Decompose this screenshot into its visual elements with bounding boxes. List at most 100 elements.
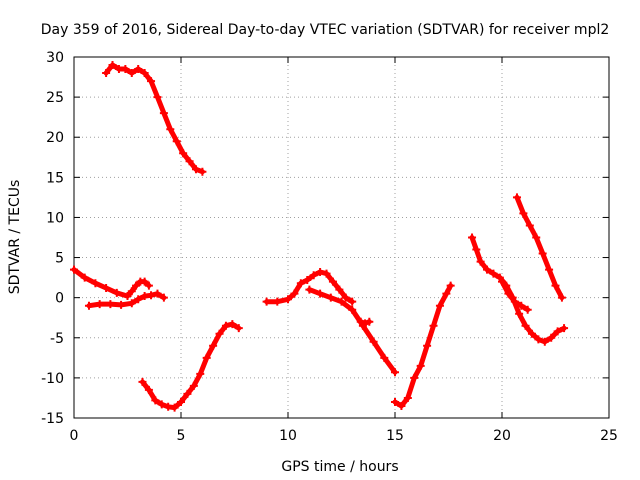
data-point xyxy=(495,273,504,282)
data-marks xyxy=(70,61,569,412)
data-point xyxy=(221,321,230,330)
data-point xyxy=(446,281,455,290)
data-point xyxy=(504,289,513,298)
data-point xyxy=(132,281,141,290)
data-point xyxy=(185,157,194,166)
data-point xyxy=(553,327,562,336)
data-point xyxy=(166,125,175,134)
x-tick-label: 25 xyxy=(600,428,618,444)
grid xyxy=(74,57,609,418)
data-point xyxy=(515,309,524,318)
data-point xyxy=(403,393,412,402)
data-point xyxy=(153,289,162,298)
data-point xyxy=(545,265,554,274)
data-point xyxy=(423,341,432,350)
data-point xyxy=(316,289,325,298)
x-tick-label: 0 xyxy=(70,428,79,444)
plot-frame xyxy=(73,56,610,419)
data-point xyxy=(121,65,130,74)
data-point xyxy=(102,284,111,293)
x-tick-label: 20 xyxy=(493,428,511,444)
ticks: 0 5 10 15 20 25 -15 -10 -5 0 5 10 15 20 25 30 xyxy=(41,50,618,444)
y-tick-label: 30 xyxy=(46,50,64,66)
data-point xyxy=(348,305,357,314)
series-arc-8 xyxy=(392,283,454,409)
data-point xyxy=(157,400,166,409)
data-point xyxy=(468,233,477,242)
y-axis-label: SDTVAR / TECUs xyxy=(7,180,23,295)
data-point xyxy=(179,149,188,158)
data-point xyxy=(189,381,198,390)
x-tick-label: 15 xyxy=(386,428,404,444)
data-point xyxy=(328,277,337,286)
data-point xyxy=(202,353,211,362)
data-point xyxy=(117,300,126,309)
data-point xyxy=(326,293,335,302)
data-point xyxy=(305,285,314,294)
data-point xyxy=(290,289,299,298)
data-point xyxy=(102,69,111,78)
y-tick-label: -5 xyxy=(50,331,64,347)
y-tick-label: 0 xyxy=(55,291,64,307)
series-arc-11 xyxy=(514,194,565,301)
y-tick-label: 15 xyxy=(46,170,64,186)
data-point xyxy=(273,297,282,306)
series-arc-2 xyxy=(71,267,152,299)
series-arc-4 xyxy=(140,321,242,411)
data-point xyxy=(95,300,104,309)
data-point xyxy=(429,321,438,330)
data-point xyxy=(309,271,318,280)
data-point xyxy=(296,279,305,288)
x-axis-label: GPS time / hours xyxy=(281,459,398,475)
y-tick-label: -15 xyxy=(41,411,64,427)
data-point xyxy=(209,341,218,350)
data-point xyxy=(416,361,425,370)
data-point xyxy=(127,69,136,78)
data-point xyxy=(147,291,156,300)
data-point xyxy=(138,377,147,386)
data-point xyxy=(348,297,357,306)
data-point xyxy=(498,277,506,286)
data-point xyxy=(369,337,378,346)
data-point xyxy=(337,297,346,306)
data-point xyxy=(84,301,93,310)
data-point xyxy=(228,320,237,329)
data-point xyxy=(127,287,136,296)
data-point xyxy=(356,317,365,326)
data-point xyxy=(472,245,481,254)
data-point xyxy=(538,249,547,258)
data-point xyxy=(140,69,149,78)
data-point xyxy=(341,293,350,302)
data-point xyxy=(147,77,156,86)
data-point xyxy=(527,329,536,338)
y-tick-label: 20 xyxy=(46,130,64,146)
data-point xyxy=(112,288,121,297)
data-point xyxy=(391,368,399,377)
data-point xyxy=(557,293,566,302)
data-point xyxy=(532,233,541,242)
data-point xyxy=(151,396,160,405)
data-point xyxy=(191,165,200,174)
data-point xyxy=(525,221,534,230)
data-point xyxy=(183,389,192,398)
data-point xyxy=(391,397,399,406)
data-point xyxy=(435,301,444,310)
data-point xyxy=(303,276,312,285)
x-tick-label: 10 xyxy=(279,428,297,444)
data-point xyxy=(483,265,492,274)
data-point xyxy=(91,279,100,288)
data-point xyxy=(123,292,132,301)
data-point xyxy=(489,269,498,278)
data-point xyxy=(127,299,136,308)
data-point xyxy=(140,277,149,286)
data-point xyxy=(316,267,325,276)
data-point xyxy=(159,293,168,302)
data-point xyxy=(144,385,153,394)
data-point xyxy=(177,397,185,406)
data-point xyxy=(159,109,168,118)
data-point xyxy=(476,257,485,266)
data-point xyxy=(134,295,143,304)
data-point xyxy=(322,269,331,278)
y-tick-label: 10 xyxy=(46,210,64,226)
